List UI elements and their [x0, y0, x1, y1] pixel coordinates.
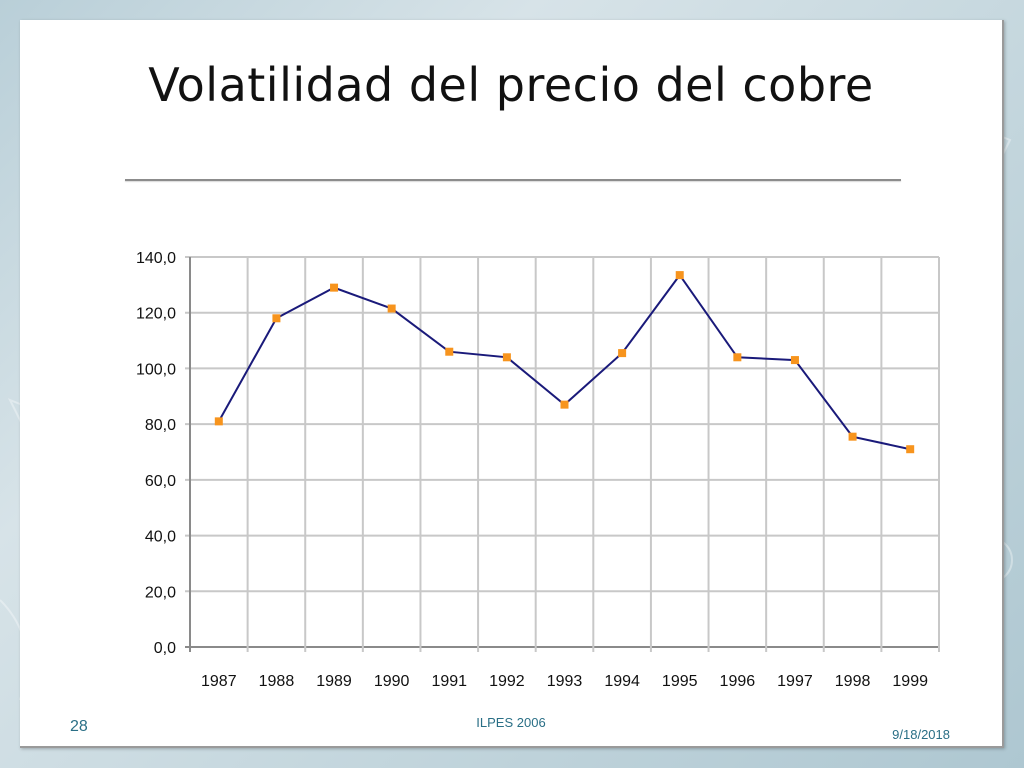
x-tick-label: 1988 [259, 673, 295, 690]
data-point [445, 347, 454, 356]
x-tick-label: 1990 [374, 673, 410, 690]
footer-date: 9/18/2018 [892, 727, 950, 742]
x-tick-label: 1989 [316, 673, 352, 690]
slide: Volatilidad del precio del cobre 0,0 20,0… [20, 20, 1004, 748]
y-tick-label: 140,0 [136, 250, 176, 267]
title-divider [125, 179, 901, 181]
y-tick-label: 100,0 [136, 361, 176, 378]
slide-number: 28 [70, 718, 88, 735]
data-point [848, 432, 857, 441]
x-tick-label: 1994 [604, 673, 640, 690]
x-tick-label: 1991 [431, 673, 467, 690]
x-tick-label: 1997 [777, 673, 813, 690]
data-point [387, 304, 396, 313]
slide-title: Volatilidad del precio del cobre [148, 58, 874, 112]
x-tick-label: 1993 [547, 673, 583, 690]
y-tick-label: 60,0 [145, 473, 176, 490]
series-line [217, 273, 911, 451]
x-tick-label: 1992 [489, 673, 525, 690]
data-point [272, 314, 281, 323]
data-point [560, 400, 569, 409]
data-point [214, 417, 223, 426]
data-point [330, 283, 339, 292]
data-point [675, 271, 684, 280]
x-tick-label: 1995 [662, 673, 698, 690]
y-tick-label: 40,0 [145, 529, 176, 546]
data-point [733, 353, 742, 362]
data-point [618, 349, 627, 358]
x-tick-label: 1998 [835, 673, 871, 690]
y-tick-label: 80,0 [145, 417, 176, 434]
x-tick-label: 1996 [720, 673, 756, 690]
line-chart: 0,0 20,0 40,0 60,0 80,0 100,0 120,0 140,0 1987 19… [136, 250, 940, 690]
y-tick-label: 20,0 [145, 584, 176, 601]
x-tick-label: 1987 [201, 673, 237, 690]
footer-text: ILPES 2006 [476, 715, 546, 730]
data-point [790, 356, 799, 365]
data-point [906, 445, 915, 454]
y-tick-label: 120,0 [136, 306, 176, 323]
chart-panel: 0,0 20,0 40,0 60,0 80,0 100,0 120,0 140,0 1987 19… [77, 196, 947, 700]
y-tick-label: 0,0 [154, 640, 176, 657]
data-point [502, 353, 511, 362]
x-tick-label: 1999 [892, 673, 928, 690]
